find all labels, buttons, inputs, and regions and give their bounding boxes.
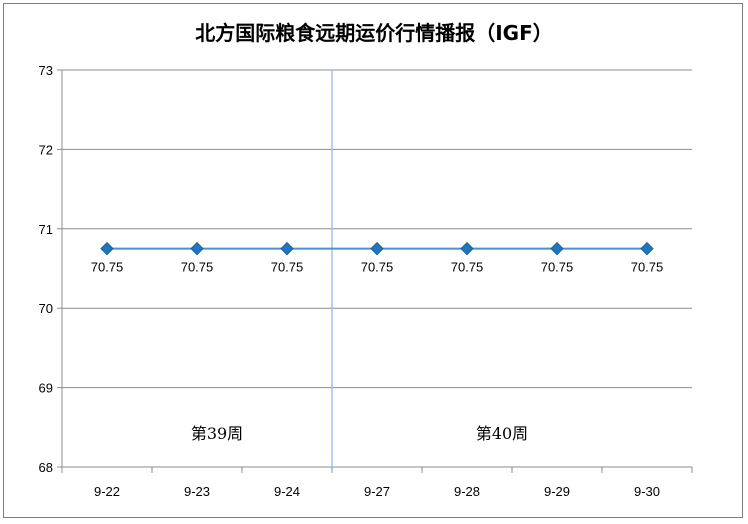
gridlines xyxy=(62,69,692,468)
week-label-39: 第39周 xyxy=(191,424,243,443)
y-tick-label: 69 xyxy=(39,381,53,396)
data-label: 70.75 xyxy=(271,260,304,275)
data-label: 70.75 xyxy=(631,260,664,275)
series-igf: 70.75 70.75 70.75 70.75 70.75 70.75 70.75 xyxy=(91,241,664,275)
data-point xyxy=(460,241,474,256)
chart-frame xyxy=(3,3,743,518)
data-label: 70.75 xyxy=(361,260,394,275)
y-tick-label: 70 xyxy=(39,301,53,316)
y-tick-label: 72 xyxy=(39,142,53,157)
y-tick-label: 68 xyxy=(39,460,53,475)
chart-title: 北方国际粮食远期运价行情播报（IGF） xyxy=(195,21,553,45)
data-label: 70.75 xyxy=(91,260,124,275)
data-point xyxy=(100,241,114,256)
x-tick-label: 9-28 xyxy=(454,484,480,499)
data-point xyxy=(280,241,294,256)
data-point xyxy=(370,241,384,256)
x-tick-label: 9-27 xyxy=(364,484,390,499)
x-axis: 9-22 9-23 9-24 9-27 9-28 9-29 9-30 xyxy=(61,467,693,499)
data-label: 70.75 xyxy=(451,260,484,275)
y-axis: 68 69 70 71 72 73 xyxy=(39,63,63,475)
x-tick-label: 9-29 xyxy=(544,484,570,499)
x-tick-label: 9-23 xyxy=(184,484,210,499)
x-tick-label: 9-22 xyxy=(94,484,120,499)
y-tick-label: 73 xyxy=(39,63,53,78)
y-tick-label: 71 xyxy=(39,222,53,237)
x-tick-label: 9-24 xyxy=(274,484,300,499)
data-point xyxy=(550,241,564,256)
x-tick-label: 9-30 xyxy=(634,484,660,499)
data-point xyxy=(190,241,204,256)
data-label: 70.75 xyxy=(181,260,214,275)
week-label-40: 第40周 xyxy=(476,424,528,443)
data-point xyxy=(640,241,654,256)
data-label: 70.75 xyxy=(541,260,574,275)
